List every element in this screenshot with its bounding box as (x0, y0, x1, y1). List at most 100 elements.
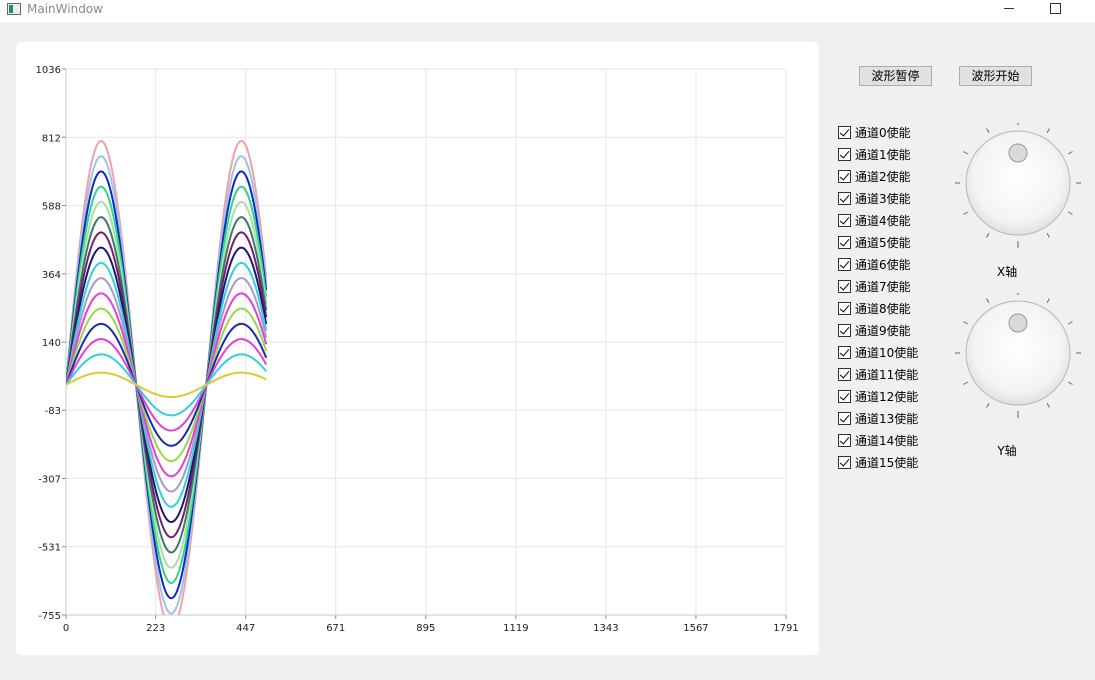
dial-tick (1046, 298, 1050, 304)
channel-12-checkbox[interactable]: 通道12使能 (838, 388, 918, 404)
dial-tick (1046, 232, 1050, 238)
channel-label: 通道9使能 (855, 323, 911, 338)
checkbox-icon[interactable] (838, 125, 851, 139)
dial-indicator (1008, 143, 1028, 163)
checkbox-icon[interactable] (838, 345, 851, 359)
channel-label: 通道15使能 (855, 455, 919, 470)
pause-waveform-button[interactable]: 波形暂停 (859, 66, 932, 86)
x-tick-label: 671 (326, 623, 345, 634)
dial-indicator (1008, 313, 1028, 333)
x-axis-dial[interactable] (953, 123, 1083, 263)
channel-label: 通道0使能 (855, 125, 911, 140)
dial-knob (965, 130, 1071, 236)
x-tick-label: 0 (63, 623, 69, 634)
channel-label: 通道5使能 (855, 235, 911, 250)
series-13-line (66, 338, 268, 432)
series-6-line (66, 231, 268, 539)
channel-15-checkbox[interactable]: 通道15使能 (838, 454, 918, 470)
checkbox-icon[interactable] (838, 433, 851, 447)
x-tick-label: 1791 (773, 623, 798, 634)
checkbox-icon[interactable] (838, 169, 851, 183)
channel-label: 通道3使能 (855, 191, 911, 206)
maximize-button[interactable] (1032, 0, 1078, 22)
app-icon (7, 3, 21, 15)
y-axis-dial[interactable] (953, 293, 1083, 433)
x-tick-label: 1119 (503, 623, 528, 634)
dial-tick (986, 232, 990, 238)
checkbox-icon[interactable] (838, 147, 851, 161)
dial-tick (963, 151, 969, 155)
checkbox-icon[interactable] (838, 191, 851, 205)
start-waveform-button[interactable]: 波形开始 (959, 66, 1032, 86)
channel-1-checkbox[interactable]: 通道1使能 (838, 146, 911, 162)
series-5-line (66, 216, 268, 554)
x-axis-dial-label: X轴 (996, 265, 1018, 279)
channel-label: 通道11使能 (855, 367, 919, 382)
y-tick-label: 1036 (36, 65, 61, 76)
minimize-button[interactable] (986, 0, 1032, 22)
series-8-line (66, 261, 268, 508)
x-tick-label: 1343 (593, 623, 618, 634)
x-tick-label: 1567 (683, 623, 708, 634)
dial-tick (986, 298, 990, 304)
title-bar: MainWindow (0, 0, 1095, 22)
series-15-line (66, 371, 267, 399)
channel-label: 通道8使能 (855, 301, 911, 316)
y-axis-dial-label: Y轴 (997, 444, 1017, 458)
channel-8-checkbox[interactable]: 通道8使能 (838, 300, 911, 316)
channel-14-checkbox[interactable]: 通道14使能 (838, 432, 918, 448)
channel-label: 通道13使能 (855, 411, 919, 426)
checkbox-icon[interactable] (838, 389, 851, 403)
checkbox-icon[interactable] (838, 213, 851, 227)
y-tick-label: -307 (38, 474, 61, 485)
checkbox-icon[interactable] (838, 455, 851, 469)
channel-6-checkbox[interactable]: 通道6使能 (838, 256, 911, 272)
channel-5-checkbox[interactable]: 通道5使能 (838, 234, 911, 250)
series-7-line (66, 246, 268, 524)
series-12-line (66, 322, 268, 447)
channel-9-checkbox[interactable]: 通道9使能 (838, 322, 911, 338)
channel-3-checkbox[interactable]: 通道3使能 (838, 190, 911, 206)
dial-tick (963, 381, 969, 385)
channel-4-checkbox[interactable]: 通道4使能 (838, 212, 911, 228)
channel-13-checkbox[interactable]: 通道13使能 (838, 410, 918, 426)
y-tick-label: 812 (42, 133, 61, 144)
dial-tick (986, 402, 990, 408)
channel-10-checkbox[interactable]: 通道10使能 (838, 344, 918, 360)
y-tick-label: 588 (42, 202, 61, 213)
dial-tick (1067, 381, 1073, 385)
dial-tick (1046, 128, 1050, 134)
waveform-chart: 0 223 447 671 895 1119 1343 1567 1791 1036 812 588 3… (16, 42, 819, 655)
checkbox-icon[interactable] (838, 301, 851, 315)
series-1-line (66, 155, 268, 615)
dial-tick (1067, 321, 1073, 325)
checkbox-icon[interactable] (838, 323, 851, 337)
x-tick-label: 223 (146, 623, 165, 634)
checkbox-icon[interactable] (838, 257, 851, 271)
series-14-line (66, 353, 267, 417)
channel-2-checkbox[interactable]: 通道2使能 (838, 168, 911, 184)
checkbox-icon[interactable] (838, 235, 851, 249)
chart-svg: 0 223 447 671 895 1119 1343 1567 1791 1036 812 588 3… (36, 65, 799, 634)
series-3-line (66, 185, 268, 585)
channel-label: 通道6使能 (855, 257, 911, 272)
channel-0-checkbox[interactable]: 通道0使能 (838, 124, 911, 140)
channel-label: 通道4使能 (855, 213, 911, 228)
window-title: MainWindow (27, 2, 103, 16)
x-tick-label: 447 (236, 623, 255, 634)
series-0-line (66, 139, 268, 615)
checkbox-icon[interactable] (838, 367, 851, 381)
channel-11-checkbox[interactable]: 通道11使能 (838, 366, 918, 382)
channel-7-checkbox[interactable]: 通道7使能 (838, 278, 911, 294)
dial-tick (986, 128, 990, 134)
dial-tick (1067, 211, 1073, 215)
series-4-line (66, 200, 268, 569)
dial-tick (1067, 151, 1073, 155)
x-tick-label: 895 (416, 623, 435, 634)
channel-label: 通道14使能 (855, 433, 919, 448)
checkbox-icon[interactable] (838, 411, 851, 425)
y-tick-label: 140 (42, 338, 61, 349)
channel-label: 通道10使能 (855, 345, 919, 360)
checkbox-icon[interactable] (838, 279, 851, 293)
channel-label: 通道12使能 (855, 389, 919, 404)
